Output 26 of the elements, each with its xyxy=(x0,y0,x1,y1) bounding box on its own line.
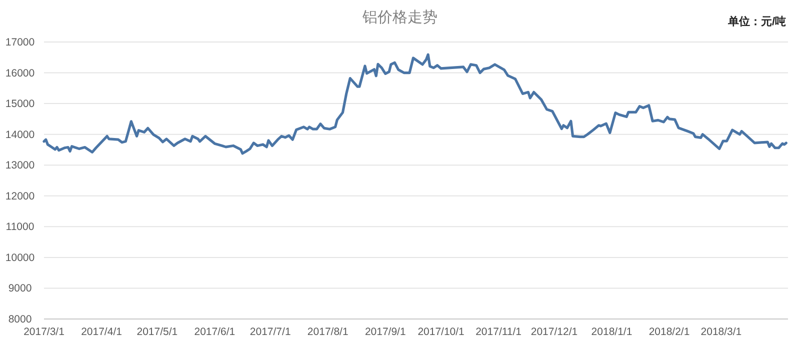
x-tick-label: 2017/7/1 xyxy=(250,326,291,338)
y-tick-label: 11000 xyxy=(6,221,34,234)
y-tick-label: 10000 xyxy=(5,252,35,264)
y-tick-label: 14000 xyxy=(5,128,35,141)
x-tick-label: 2017/5/1 xyxy=(136,326,178,338)
x-tick-label: 2017/4/1 xyxy=(81,326,122,338)
y-tick-label: 17000 xyxy=(5,36,35,48)
x-tick-label: 2017/9/1 xyxy=(364,326,406,338)
y-tick-label: 13000 xyxy=(5,160,35,172)
x-tick-label: 2017/12/1 xyxy=(530,326,578,338)
x-tick-label: 2017/3/1 xyxy=(24,326,65,338)
x-tick-label: 2018/3/1 xyxy=(700,326,742,338)
y-tick-label: 16000 xyxy=(5,67,35,80)
x-tick-label: 2017/8/1 xyxy=(307,326,348,338)
line-series xyxy=(42,53,788,155)
y-tick-label: 8000 xyxy=(8,314,32,326)
y-tick-label: 9000 xyxy=(8,282,32,295)
y-tick-label: 15000 xyxy=(5,98,35,110)
y-tick-label: 12000 xyxy=(5,190,35,202)
x-tick-label: 2017/10/1 xyxy=(418,326,465,338)
text: 单位：元/吨 xyxy=(726,15,786,28)
x-tick-label: 2018/2/1 xyxy=(648,326,690,338)
x-tick-label: 2017/11/1 xyxy=(476,326,522,338)
chart-title: 铝价格走势 xyxy=(362,9,438,26)
x-tick-label: 2017/6/1 xyxy=(194,326,236,338)
x-tick-label: 2018/1/1 xyxy=(591,326,632,338)
